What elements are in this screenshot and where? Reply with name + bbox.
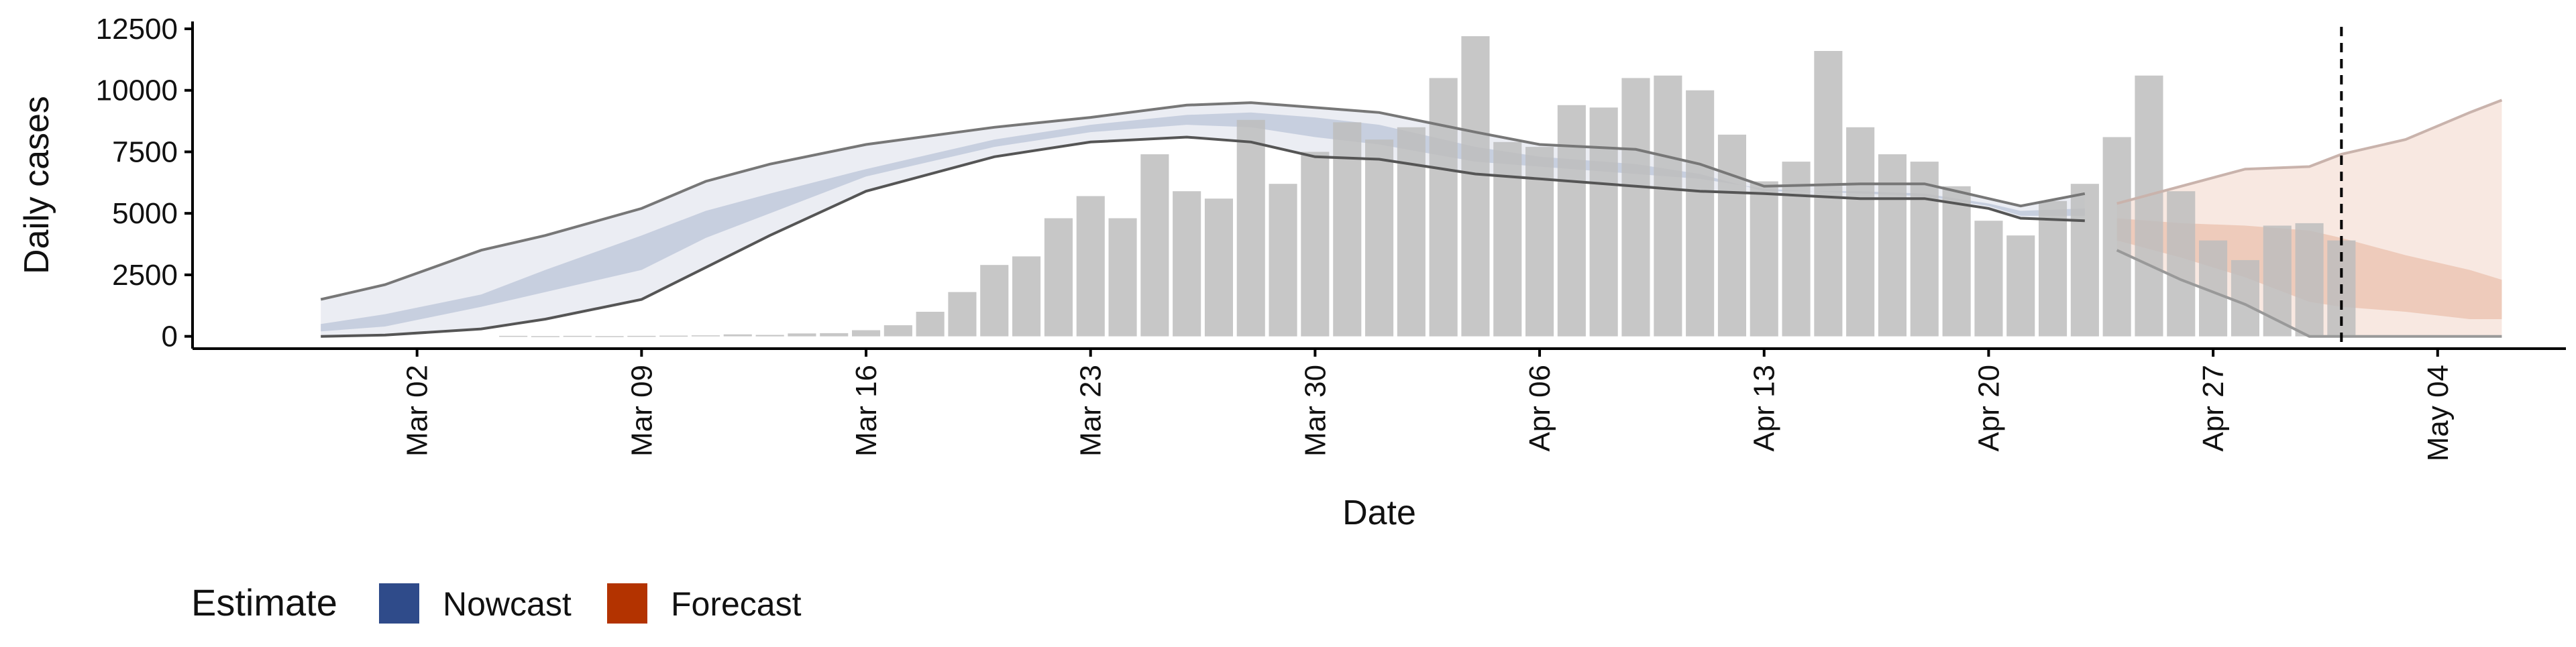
nowcast-legend-label: Nowcast — [443, 585, 572, 623]
bar — [1750, 181, 1778, 337]
bar — [1461, 36, 1490, 337]
bar — [691, 335, 720, 337]
bar — [2070, 184, 2099, 337]
y-tick-label: 7500 — [112, 135, 178, 168]
bar — [1236, 119, 1265, 337]
bar — [2135, 75, 2163, 337]
bar — [531, 336, 559, 337]
bar — [1397, 127, 1426, 337]
bar — [980, 265, 1009, 337]
x-tick-label: May 04 — [2422, 365, 2455, 461]
x-tick-label: Mar 02 — [401, 365, 434, 457]
forecast-legend-swatch — [607, 583, 647, 624]
bar — [1204, 198, 1233, 337]
x-tick-label: Mar 23 — [1075, 365, 1108, 457]
y-axis-title: Daily cases — [17, 96, 56, 274]
x-tick-label: Mar 09 — [625, 365, 658, 457]
bar — [563, 335, 592, 337]
bar — [1878, 154, 1907, 337]
bar — [1942, 186, 1971, 337]
forecast-upper-line — [2116, 99, 2503, 205]
bar — [820, 333, 849, 337]
bar — [1814, 51, 1843, 337]
y-tick-label: 0 — [162, 320, 178, 353]
bar — [1140, 154, 1169, 337]
bar — [1589, 107, 1618, 337]
bar — [1654, 75, 1682, 337]
legend-title: Estimate — [191, 581, 337, 624]
bar — [1301, 152, 1330, 337]
bar — [659, 335, 688, 337]
bar — [948, 292, 977, 337]
x-tick-label: Apr 20 — [1972, 365, 2005, 452]
bar — [1782, 162, 1811, 337]
forecast-legend-label: Forecast — [671, 585, 802, 623]
x-tick-label: Apr 06 — [1523, 365, 1556, 452]
bar — [755, 335, 784, 337]
bar — [1974, 221, 2003, 337]
axes: 0 2500 5000 7500 10000 12500 Mar 02 Mar 09 Mar 1… — [17, 13, 2566, 532]
bar — [595, 336, 624, 337]
bar — [2006, 235, 2035, 337]
bar — [1365, 139, 1394, 337]
bar — [1686, 90, 1715, 337]
nowcast-upper-line — [320, 101, 2086, 301]
bar — [2295, 223, 2324, 337]
bar — [1269, 184, 1297, 337]
bar — [2167, 191, 2196, 337]
bar — [916, 312, 945, 337]
daily-case-bars — [499, 36, 2356, 337]
legend: Estimate Nowcast Forecast — [191, 581, 802, 624]
bar — [723, 334, 752, 337]
bar — [1044, 218, 1073, 337]
interval-lines — [320, 27, 2503, 349]
bar — [1493, 141, 1522, 337]
bar — [2102, 137, 2131, 337]
y-tick-label: 2500 — [112, 259, 178, 292]
forecast-lower-line — [2116, 249, 2502, 338]
bar — [1621, 78, 1650, 337]
x-tick-label: Apr 27 — [2197, 365, 2230, 452]
x-tick-label: Mar 16 — [850, 365, 883, 457]
bar — [1429, 78, 1458, 337]
bar — [1333, 122, 1362, 337]
bar — [1076, 196, 1105, 337]
x-tick-label: Mar 30 — [1299, 365, 1332, 457]
bar — [1173, 191, 1201, 337]
bar — [1557, 105, 1586, 337]
nowcast-lower-line — [321, 135, 2085, 338]
bar — [1012, 256, 1041, 337]
bar — [1717, 134, 1746, 337]
x-tick-label: Apr 13 — [1748, 365, 1781, 452]
bar — [1525, 147, 1554, 337]
x-axis-title: Date — [1342, 493, 1416, 532]
bar — [788, 333, 816, 337]
bar — [1108, 218, 1137, 337]
bar — [2231, 259, 2259, 337]
bar — [2263, 225, 2292, 337]
bar — [883, 325, 912, 337]
bar — [852, 330, 881, 337]
bar — [499, 335, 528, 337]
y-tick-label: 5000 — [112, 197, 178, 230]
bar — [627, 335, 656, 337]
y-tick-label: 10000 — [96, 74, 178, 107]
nowcast-legend-swatch — [379, 583, 419, 624]
bar — [2039, 200, 2068, 337]
bar — [1846, 127, 1875, 337]
bar — [1910, 162, 1939, 337]
y-tick-label: 12500 — [96, 13, 178, 46]
